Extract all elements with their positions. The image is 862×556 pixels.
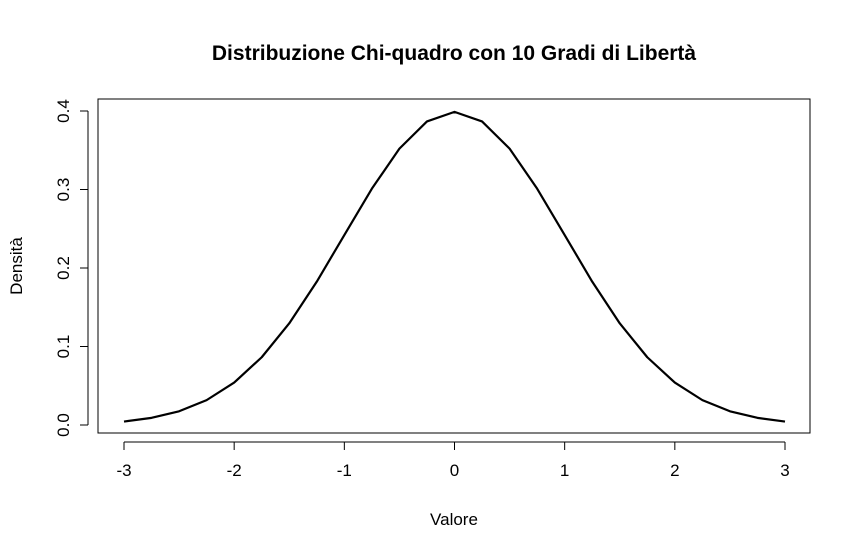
x-tick-label: -1: [337, 461, 352, 480]
y-tick-label: 0.3: [54, 178, 73, 202]
y-axis-label: Densità: [7, 237, 26, 295]
x-tick-label: 3: [780, 461, 789, 480]
y-tick-label: 0.0: [54, 413, 73, 437]
x-axis-label: Valore: [430, 510, 478, 529]
x-tick-label: -2: [227, 461, 242, 480]
y-axis: 0.0 0.1 0.2 0.3 0.4: [54, 99, 89, 437]
series-line-density: [123, 110, 786, 423]
y-tick-label: 0.2: [54, 256, 73, 280]
y-tick-label: 0.1: [54, 335, 73, 359]
x-tick-label: 2: [670, 461, 679, 480]
x-tick-label: 0: [450, 461, 459, 480]
x-tick-label: 1: [560, 461, 569, 480]
x-axis: -3 -2 -1 0 1 2 3: [116, 441, 790, 480]
y-tick-label: 0.4: [54, 99, 73, 123]
chart-title: Distribuzione Chi-quadro con 10 Gradi di…: [212, 42, 697, 65]
x-tick-label: -3: [116, 461, 131, 480]
plot-frame: [97, 98, 811, 434]
